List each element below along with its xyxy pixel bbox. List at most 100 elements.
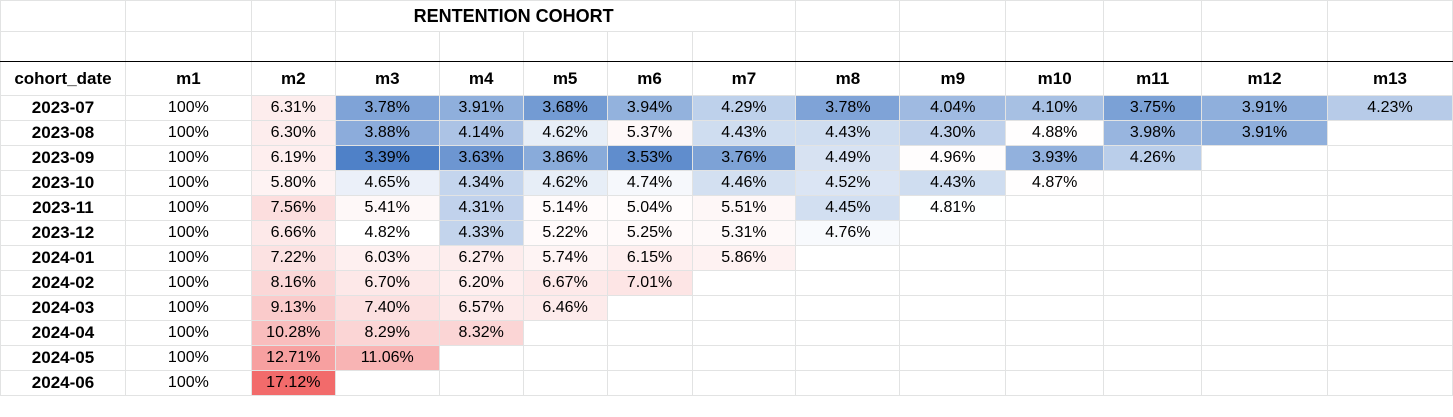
header-m1[interactable]: m1 xyxy=(124,61,252,96)
retention-cell[interactable]: 17.12% xyxy=(250,370,336,396)
retention-cell[interactable] xyxy=(795,370,901,396)
retention-cell[interactable]: 3.78% xyxy=(334,95,440,121)
empty-cell[interactable] xyxy=(1201,0,1328,32)
retention-cell[interactable] xyxy=(1103,170,1203,196)
empty-cell[interactable] xyxy=(606,31,693,62)
retention-cell[interactable]: 7.56% xyxy=(250,195,336,221)
retention-cell[interactable]: 6.20% xyxy=(438,270,524,296)
header-m4[interactable]: m4 xyxy=(438,61,524,96)
retention-cell[interactable]: 6.03% xyxy=(334,245,440,271)
cohort-date-cell[interactable]: 2024-06 xyxy=(0,370,126,396)
header-m13[interactable]: m13 xyxy=(1326,61,1453,96)
retention-cell[interactable]: 3.91% xyxy=(1201,95,1328,121)
empty-cell[interactable] xyxy=(691,31,797,62)
retention-cell[interactable]: 100% xyxy=(124,270,252,296)
retention-cell[interactable] xyxy=(1005,270,1105,296)
retention-cell[interactable] xyxy=(1201,170,1328,196)
retention-cell[interactable] xyxy=(1103,320,1203,346)
retention-cell[interactable]: 4.34% xyxy=(438,170,524,196)
empty-cell[interactable] xyxy=(522,31,608,62)
retention-cell[interactable]: 5.14% xyxy=(522,195,608,221)
retention-cell[interactable]: 12.71% xyxy=(250,345,336,371)
retention-cell[interactable]: 100% xyxy=(124,245,252,271)
retention-cell[interactable] xyxy=(334,370,440,396)
retention-cell[interactable]: 3.91% xyxy=(438,95,524,121)
retention-cell[interactable] xyxy=(1005,195,1105,221)
header-m9[interactable]: m9 xyxy=(899,61,1007,96)
retention-cell[interactable]: 4.45% xyxy=(795,195,901,221)
retention-cell[interactable] xyxy=(795,320,901,346)
retention-cell[interactable]: 4.14% xyxy=(438,120,524,146)
retention-cell[interactable]: 100% xyxy=(124,195,252,221)
retention-cell[interactable]: 4.43% xyxy=(795,120,901,146)
retention-cell[interactable] xyxy=(691,270,797,296)
retention-cell[interactable]: 4.65% xyxy=(334,170,440,196)
header-m2[interactable]: m2 xyxy=(250,61,336,96)
retention-cell[interactable]: 3.68% xyxy=(522,95,608,121)
retention-cell[interactable] xyxy=(899,295,1007,321)
retention-cell[interactable]: 100% xyxy=(124,320,252,346)
retention-cell[interactable]: 100% xyxy=(124,120,252,146)
retention-cell[interactable] xyxy=(606,320,693,346)
retention-cell[interactable] xyxy=(1005,220,1105,246)
retention-cell[interactable]: 7.22% xyxy=(250,245,336,271)
retention-cell[interactable] xyxy=(1201,345,1328,371)
retention-cell[interactable]: 3.75% xyxy=(1103,95,1203,121)
retention-cell[interactable]: 6.67% xyxy=(522,270,608,296)
retention-cell[interactable]: 6.27% xyxy=(438,245,524,271)
retention-cell[interactable] xyxy=(522,320,608,346)
retention-cell[interactable]: 4.74% xyxy=(606,170,693,196)
empty-cell[interactable] xyxy=(250,0,336,32)
retention-cell[interactable]: 6.46% xyxy=(522,295,608,321)
empty-cell[interactable] xyxy=(438,31,524,62)
retention-cell[interactable] xyxy=(1326,145,1453,171)
retention-cell[interactable]: 4.87% xyxy=(1005,170,1105,196)
retention-cell[interactable]: 10.28% xyxy=(250,320,336,346)
retention-cell[interactable]: 6.15% xyxy=(606,245,693,271)
cohort-date-cell[interactable]: 2023-12 xyxy=(0,220,126,246)
retention-cell[interactable]: 3.39% xyxy=(334,145,440,171)
retention-cell[interactable]: 3.94% xyxy=(606,95,693,121)
retention-cell[interactable] xyxy=(1201,245,1328,271)
header-m5[interactable]: m5 xyxy=(522,61,608,96)
retention-cell[interactable] xyxy=(1005,320,1105,346)
retention-cell[interactable]: 3.98% xyxy=(1103,120,1203,146)
retention-cell[interactable]: 3.53% xyxy=(606,145,693,171)
empty-cell[interactable] xyxy=(124,0,252,32)
retention-cell[interactable]: 5.41% xyxy=(334,195,440,221)
cohort-date-cell[interactable]: 2024-04 xyxy=(0,320,126,346)
retention-cell[interactable] xyxy=(1201,320,1328,346)
retention-cell[interactable]: 5.25% xyxy=(606,220,693,246)
retention-cell[interactable] xyxy=(606,370,693,396)
retention-cell[interactable] xyxy=(438,370,524,396)
retention-cell[interactable]: 8.32% xyxy=(438,320,524,346)
retention-cell[interactable] xyxy=(1201,145,1328,171)
retention-cell[interactable]: 5.80% xyxy=(250,170,336,196)
retention-cell[interactable] xyxy=(1103,370,1203,396)
retention-cell[interactable] xyxy=(691,345,797,371)
cohort-date-cell[interactable]: 2024-01 xyxy=(0,245,126,271)
retention-cell[interactable]: 3.91% xyxy=(1201,120,1328,146)
retention-cell[interactable]: 5.22% xyxy=(522,220,608,246)
header-m6[interactable]: m6 xyxy=(606,61,693,96)
retention-cell[interactable]: 11.06% xyxy=(334,345,440,371)
retention-cell[interactable]: 4.23% xyxy=(1326,95,1453,121)
retention-cell[interactable]: 4.49% xyxy=(795,145,901,171)
retention-cell[interactable] xyxy=(899,220,1007,246)
cohort-date-cell[interactable]: 2023-11 xyxy=(0,195,126,221)
retention-cell[interactable] xyxy=(795,345,901,371)
retention-cell[interactable]: 4.82% xyxy=(334,220,440,246)
retention-cell[interactable] xyxy=(899,370,1007,396)
cohort-date-cell[interactable]: 2023-07 xyxy=(0,95,126,121)
retention-cell[interactable] xyxy=(1103,245,1203,271)
header-cohort-date[interactable]: cohort_date xyxy=(0,61,126,96)
retention-cell[interactable] xyxy=(1326,245,1453,271)
retention-cell[interactable] xyxy=(1103,220,1203,246)
retention-cell[interactable] xyxy=(691,370,797,396)
retention-cell[interactable] xyxy=(1201,370,1328,396)
retention-cell[interactable]: 4.10% xyxy=(1005,95,1105,121)
retention-cell[interactable]: 8.16% xyxy=(250,270,336,296)
retention-cell[interactable] xyxy=(691,295,797,321)
retention-cell[interactable]: 9.13% xyxy=(250,295,336,321)
retention-cell[interactable] xyxy=(795,245,901,271)
